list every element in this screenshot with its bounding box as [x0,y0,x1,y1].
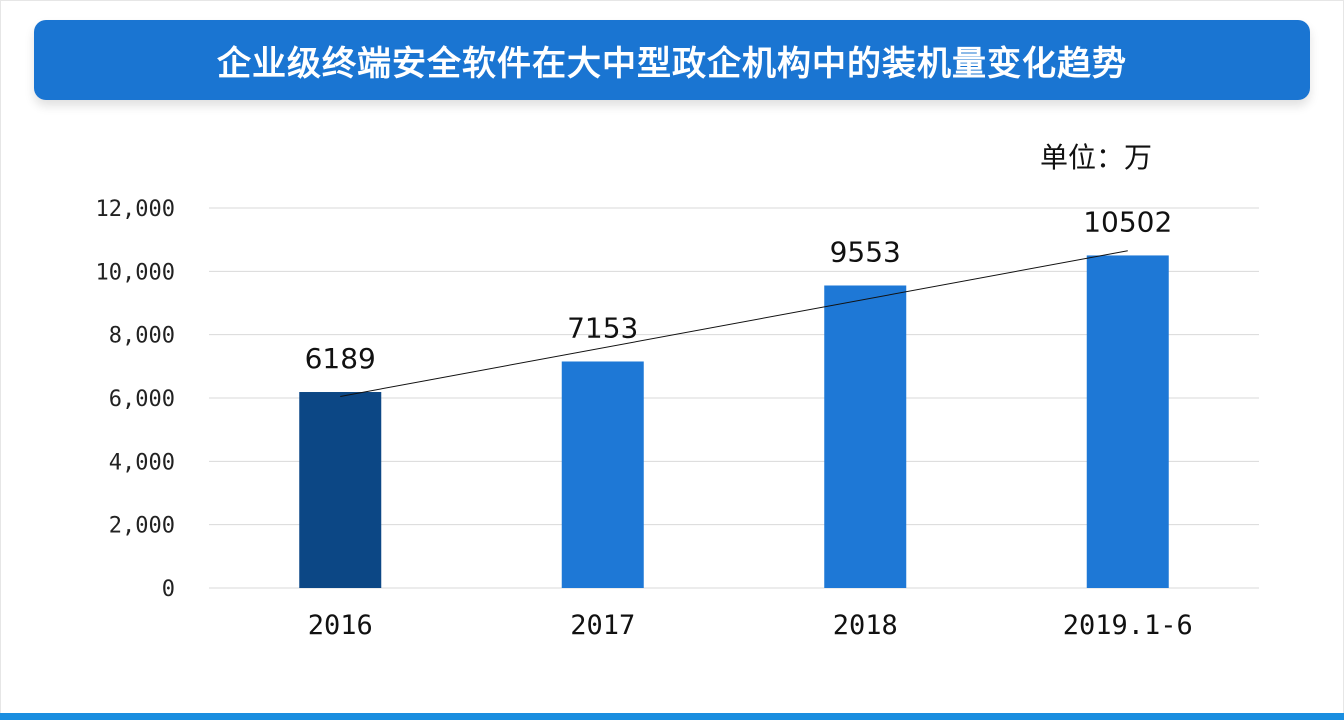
bar-2016 [299,392,382,588]
x-tick-label: 2019.1-6 [1063,610,1193,641]
trend-line [340,250,1128,397]
bars [299,255,1169,589]
data-label: 9553 [830,235,901,268]
bottom-accent-bar [0,713,1344,720]
y-tick-label: 0 [162,577,175,602]
bar-2017 [561,361,644,588]
y-tick-label: 8,000 [109,324,175,349]
x-tick-label: 2016 [308,610,373,641]
y-axis-ticks: 0 2,000 4,000 6,000 8,000 10,000 12,000 [96,197,175,602]
data-label: 6189 [305,342,376,375]
y-tick-label: 12,000 [96,197,175,222]
unit-label: 单位：万 [1040,141,1153,174]
bar-2019.1-6 [1086,255,1169,589]
chart-title: 企业级终端安全软件在大中型政企机构中的装机量变化趋势 [217,43,1127,84]
grid-lines [209,207,1259,589]
y-tick-label: 6,000 [109,387,175,412]
y-tick-label: 10,000 [96,260,175,285]
x-tick-label: 2018 [833,610,898,641]
data-label: 10502 [1083,205,1172,238]
trendline [340,250,1128,397]
y-tick-label: 2,000 [109,514,175,539]
bar-2018 [824,285,907,588]
x-tick-label: 2017 [570,610,635,641]
data-labels: 6189 7153 9553 10502 [305,205,1173,375]
data-label: 7153 [567,311,638,344]
title-banner: 企业级终端安全软件在大中型政企机构中的装机量变化趋势 [34,20,1310,100]
x-axis-ticks: 2016 2017 2018 2019.1-6 [308,610,1193,641]
y-tick-label: 4,000 [109,450,175,475]
